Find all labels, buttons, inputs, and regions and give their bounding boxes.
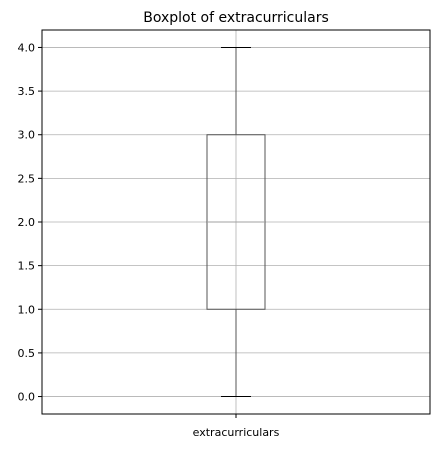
- x-axis-ticks: extracurriculars: [193, 414, 280, 439]
- y-tick-label: 1.5: [18, 260, 36, 273]
- x-tick-label: extracurriculars: [193, 426, 280, 439]
- y-tick-label: 2.5: [18, 172, 36, 185]
- y-tick-label: 3.5: [18, 85, 36, 98]
- y-tick-label: 3.0: [18, 129, 36, 142]
- y-tick-label: 0.0: [18, 391, 36, 404]
- y-tick-label: 4.0: [18, 41, 36, 54]
- y-tick-label: 2.0: [18, 216, 36, 229]
- y-tick-label: 0.5: [18, 347, 36, 360]
- y-tick-label: 1.0: [18, 303, 36, 316]
- box-group: [206, 46, 266, 398]
- chart-title: Boxplot of extracurriculars: [143, 10, 329, 26]
- y-axis-ticks: 0.0 0.5 1.0 1.5 2.0 2.5 3.0 3.5 4.0: [18, 41, 42, 404]
